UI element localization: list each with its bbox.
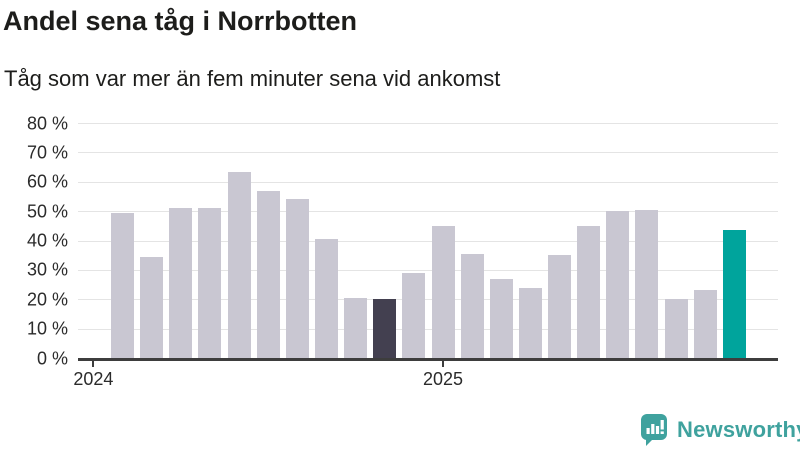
y-axis-label: 80 % [26, 113, 68, 133]
y-axis-label: 10 % [26, 318, 68, 339]
x-axis-line [78, 357, 778, 361]
x-axis-tick [92, 360, 95, 367]
bar [722, 230, 746, 358]
gridline [78, 152, 778, 154]
bar [402, 272, 426, 358]
bar [431, 225, 455, 358]
bar [635, 209, 659, 358]
x-axis-label: 2024 [73, 369, 114, 389]
bar [285, 199, 309, 358]
y-axis-label: 40 % [26, 230, 68, 251]
gridline [78, 181, 778, 183]
gridline [78, 299, 778, 301]
newsworthy-logo-text: Newsworthy [677, 416, 800, 442]
gridline [78, 211, 778, 213]
y-axis-label: 70 % [26, 142, 68, 163]
gridline [78, 269, 778, 271]
y-axis-label: 20 % [26, 289, 68, 310]
bar [256, 190, 280, 358]
bar [664, 299, 688, 359]
bar [606, 211, 630, 358]
bar [489, 278, 513, 358]
bar [577, 225, 601, 358]
y-axis-label: 30 % [26, 259, 68, 280]
bar [373, 299, 397, 359]
bar [548, 255, 571, 358]
gridline [78, 328, 778, 330]
chart-subtitle: Tåg som var mer än fem minuter sena vid … [4, 66, 501, 91]
bar [460, 253, 484, 358]
bar [111, 212, 134, 358]
y-axis-label: 0 % [36, 348, 68, 368]
bar [344, 297, 368, 358]
newsworthy-logo-icon [640, 413, 668, 446]
y-axis-label: 60 % [26, 171, 68, 192]
x-axis-tick [442, 360, 444, 367]
bar [518, 287, 542, 358]
bar [227, 171, 251, 358]
bar [140, 256, 164, 358]
bar [315, 239, 338, 358]
bar [198, 208, 222, 358]
gridline [78, 240, 778, 242]
gridline [78, 123, 778, 124]
bar [169, 208, 193, 358]
bar [693, 290, 717, 358]
newsworthy-logo[interactable]: Newsworthy [640, 413, 800, 446]
chart-title: Andel sena tåg i Norrbotten [3, 6, 358, 36]
y-axis-label: 50 % [26, 201, 68, 222]
x-axis-label: 2025 [422, 369, 464, 389]
